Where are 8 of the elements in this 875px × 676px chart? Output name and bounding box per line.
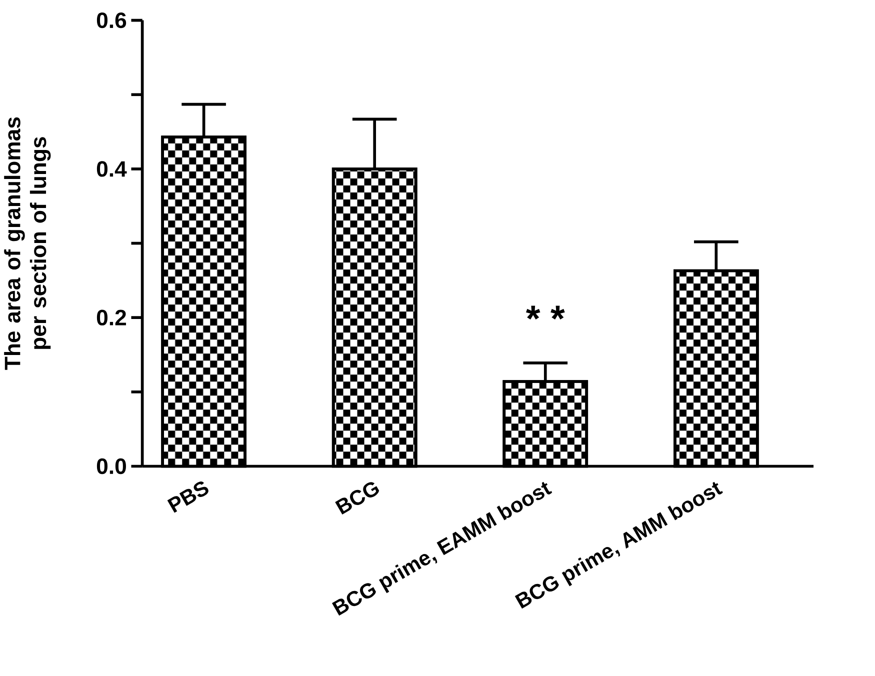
y-tick-label: 0.0: [96, 458, 126, 474]
y-tick-label: 0.6: [96, 12, 126, 28]
y-axis-title: The area of granulomas per section of lungs: [4, 117, 51, 370]
x-tick-label: PBS: [167, 482, 208, 513]
y-tick-label: 0.2: [96, 310, 126, 326]
x-tick-label: BCG: [335, 482, 380, 515]
annotation: * *: [526, 306, 565, 320]
y-tick-label: 0.4: [96, 161, 127, 177]
